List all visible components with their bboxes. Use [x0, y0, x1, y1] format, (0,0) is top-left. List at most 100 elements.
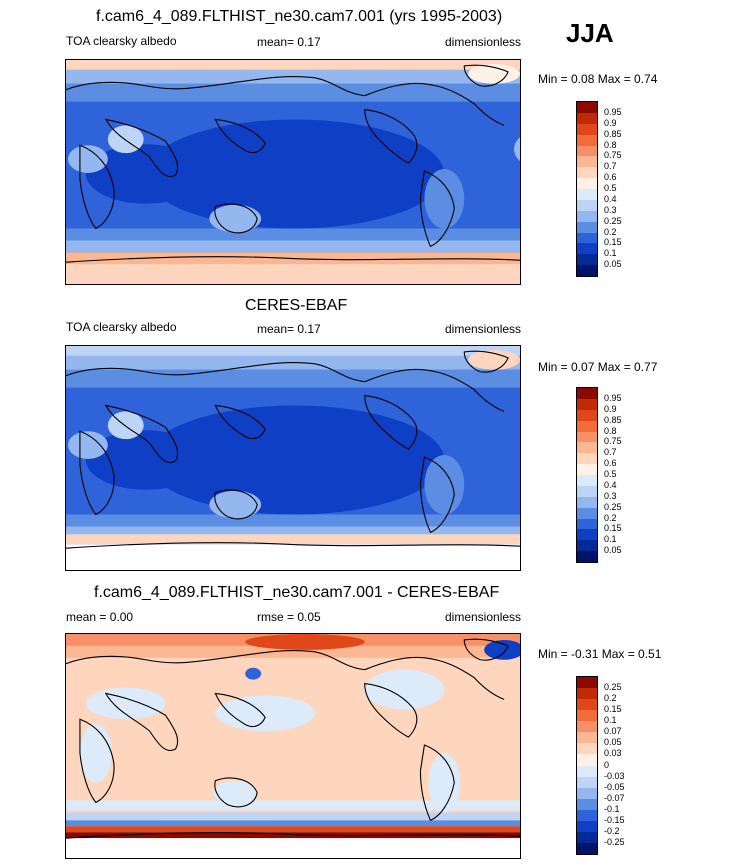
colorbar-swatch — [577, 485, 597, 497]
colorbar-swatch — [577, 156, 597, 168]
colorbar-swatch — [577, 134, 597, 146]
colorbar-tick-label: 0.15 — [604, 523, 622, 534]
colorbar-tick-label: -0.2 — [604, 825, 620, 836]
colorbar-tick-label: -0.25 — [604, 836, 625, 847]
colorbar-swatch — [577, 420, 597, 432]
colorbar-swatch — [577, 431, 597, 443]
colorbar-swatch — [577, 123, 597, 135]
panel1-variable-label: TOA clearsky albedo — [66, 34, 177, 48]
colorbar-swatch — [577, 442, 597, 454]
colorbar-tick-label: -0.03 — [604, 770, 625, 781]
colorbar-swatch — [577, 540, 597, 552]
colorbar-swatch — [577, 721, 597, 733]
colorbar-tick-label: 0.8 — [604, 425, 617, 436]
season-label: JJA — [566, 18, 614, 48]
colorbar-swatch — [577, 265, 597, 276]
panel1-map — [65, 59, 521, 285]
colorbar-swatch — [577, 167, 597, 179]
colorbar-swatch — [577, 732, 597, 744]
colorbar-tick-label: 0.5 — [604, 469, 617, 479]
colorbar-swatch — [577, 776, 597, 788]
colorbar-swatch — [577, 178, 597, 189]
colorbar-tick-label: 0.25 — [604, 682, 622, 693]
colorbar-swatch — [577, 453, 597, 465]
colorbar-tick-label: 0.3 — [604, 204, 617, 215]
colorbar-swatch — [577, 409, 597, 421]
panel3-map-field — [66, 634, 520, 858]
colorbar-tick-label: -0.15 — [604, 814, 625, 825]
panel1-mean-label: mean= 0.17 — [257, 35, 321, 49]
colorbar-swatch — [577, 232, 597, 244]
colorbar-swatch — [577, 754, 597, 766]
panel2-title: CERES-EBAF — [245, 297, 348, 314]
panel2-map — [65, 345, 521, 571]
colorbar-swatch — [577, 518, 597, 530]
colorbar-swatch — [577, 743, 597, 755]
colorbar-tick-label: 0.9 — [604, 403, 617, 414]
panel2-units-label: dimensionless — [445, 322, 522, 336]
colorbar-swatch — [577, 787, 597, 799]
colorbar-tick-label: 0.2 — [604, 512, 617, 523]
colorbar-tick-label: 0.7 — [604, 161, 617, 172]
colorbar-tick-label: 0.25 — [604, 215, 622, 226]
colorbar-tick-label: 0.05 — [604, 545, 622, 556]
panel2-variable-label: TOA clearsky albedo — [66, 320, 177, 334]
colorbar-swatch — [577, 112, 597, 124]
colorbar-swatch — [577, 688, 597, 700]
colorbar-swatch — [577, 765, 597, 777]
colorbar-tick-label: 0.05 — [604, 259, 622, 270]
panel3-map — [65, 633, 521, 859]
colorbar-swatch — [577, 710, 597, 722]
colorbar-tick-label: 0.9 — [604, 117, 617, 128]
colorbar-tick-label: 0.05 — [604, 737, 622, 748]
colorbar-tick-label: 0.1 — [604, 534, 617, 545]
colorbar-swatch — [577, 145, 597, 157]
colorbar-swatch — [577, 831, 597, 843]
colorbar-swatch — [577, 496, 597, 508]
panel3-title: f.cam6_4_089.FLTHIST_ne30.cam7.001 - CER… — [94, 584, 500, 601]
colorbar-swatch — [577, 507, 597, 519]
colorbar-swatch — [577, 529, 597, 541]
colorbar-tick-label: 0.75 — [604, 436, 622, 447]
panel1-colorbar — [576, 101, 598, 277]
colorbar-swatch — [577, 699, 597, 711]
panel2-mean-label: mean= 0.17 — [257, 322, 321, 336]
colorbar-swatch — [577, 798, 597, 810]
colorbar-swatch — [577, 677, 597, 689]
colorbar-swatch — [577, 809, 597, 821]
panel3-minmax-label: Min = -0.31 Max = 0.51 — [538, 647, 662, 661]
colorbar-tick-label: 0.15 — [604, 237, 622, 248]
panel1-units-label: dimensionless — [445, 35, 522, 49]
colorbar-swatch — [577, 820, 597, 832]
colorbar-tick-label: 0.15 — [604, 704, 622, 715]
colorbar-tick-label: 0.85 — [604, 414, 622, 425]
colorbar-swatch — [577, 199, 597, 211]
colorbar-swatch — [577, 243, 597, 255]
colorbar-swatch — [577, 475, 597, 486]
colorbar-swatch — [577, 210, 597, 222]
colorbar-tick-label: 0.95 — [604, 392, 622, 403]
colorbar-tick-label: 0.95 — [604, 106, 622, 117]
colorbar-swatch — [577, 189, 597, 200]
panel1-title: f.cam6_4_089.FLTHIST_ne30.cam7.001 (yrs … — [96, 8, 503, 25]
panel3-units-label: dimensionless — [445, 610, 522, 624]
colorbar-swatch — [577, 388, 597, 399]
colorbar-tick-label: 0.4 — [604, 479, 617, 490]
colorbar-tick-label: 0.2 — [604, 693, 617, 704]
colorbar-tick-label: -0.05 — [604, 781, 625, 792]
colorbar-tick-label: 0 — [604, 759, 610, 770]
panel2-map-field — [66, 346, 520, 570]
panel3-rmse-label: rmse = 0.05 — [257, 610, 321, 624]
colorbar-tick-label: 0.4 — [604, 193, 617, 204]
colorbar-tick-label: 0.85 — [604, 128, 622, 139]
panel2-colorbar — [576, 387, 598, 563]
colorbar-tick-label: 0.6 — [604, 172, 617, 183]
colorbar-tick-label: -0.07 — [604, 792, 625, 803]
colorbar-swatch — [577, 464, 597, 475]
colorbar-swatch — [577, 221, 597, 233]
colorbar-tick-label: 0.75 — [604, 150, 622, 161]
colorbar-tick-label: 0.7 — [604, 447, 617, 458]
colorbar-swatch — [577, 254, 597, 266]
panel2-minmax-label: Min = 0.07 Max = 0.77 — [538, 360, 658, 374]
panel1-minmax-label: Min = 0.08 Max = 0.74 — [538, 72, 658, 86]
